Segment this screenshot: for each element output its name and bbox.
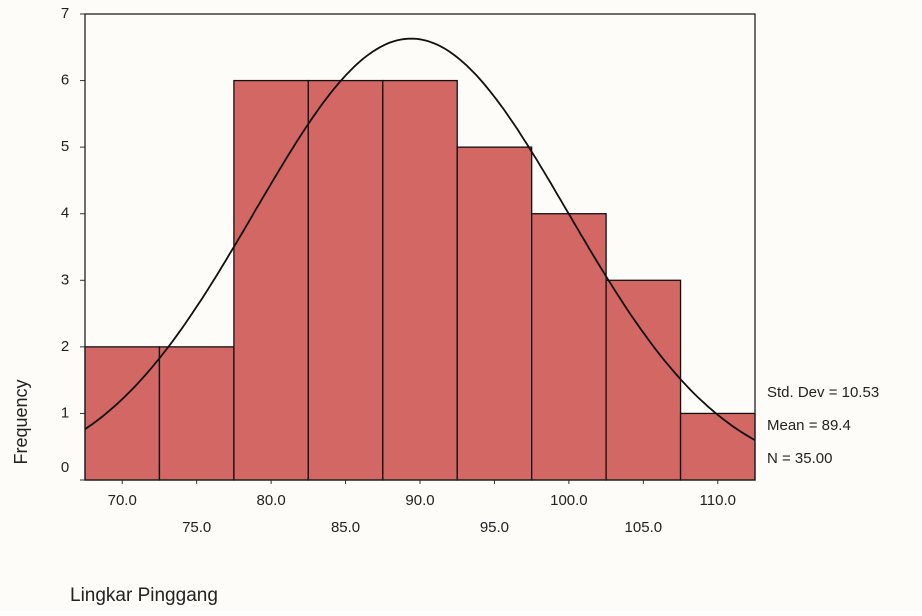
plot-frame	[84, 13, 756, 481]
y-tick-label: 1	[61, 404, 69, 421]
y-tick-label: 7	[61, 5, 69, 22]
bar	[382, 79, 458, 481]
x-tick-label: 75.0	[182, 519, 211, 536]
y-tick-label: 0	[61, 459, 69, 476]
stat-mean: Mean = 89.4	[767, 417, 851, 434]
bar	[605, 279, 682, 481]
y-tick-label: 6	[61, 72, 69, 89]
x-tick-label: 110.0	[700, 492, 736, 509]
y-tick-label: 4	[61, 205, 69, 222]
x-tick-label: 95.0	[480, 519, 509, 536]
x-tick-label: 90.0	[405, 492, 434, 509]
stat-n: N = 35.00	[767, 450, 832, 467]
y-tick-label: 3	[61, 271, 69, 288]
bar	[307, 79, 384, 481]
bar	[158, 346, 235, 481]
x-axis-label: Lingkar Pinggang	[70, 585, 218, 606]
bar	[531, 213, 607, 481]
x-tick-label: 100.0	[550, 492, 588, 509]
y-tick-label: 5	[61, 138, 69, 155]
x-tick-label: 80.0	[257, 492, 286, 509]
y-tick-label: 2	[61, 338, 69, 355]
y-axis-label: Frequency	[11, 379, 31, 464]
bar	[233, 79, 309, 481]
normal-curve	[84, 37, 756, 441]
bar	[84, 346, 161, 481]
stat-std-dev: Std. Dev = 10.53	[767, 384, 879, 401]
bar	[456, 146, 533, 481]
bar	[679, 412, 756, 481]
x-tick-label: 70.0	[108, 492, 137, 509]
x-tick-label: 85.0	[331, 519, 360, 536]
x-tick-label: 105.0	[625, 519, 663, 536]
